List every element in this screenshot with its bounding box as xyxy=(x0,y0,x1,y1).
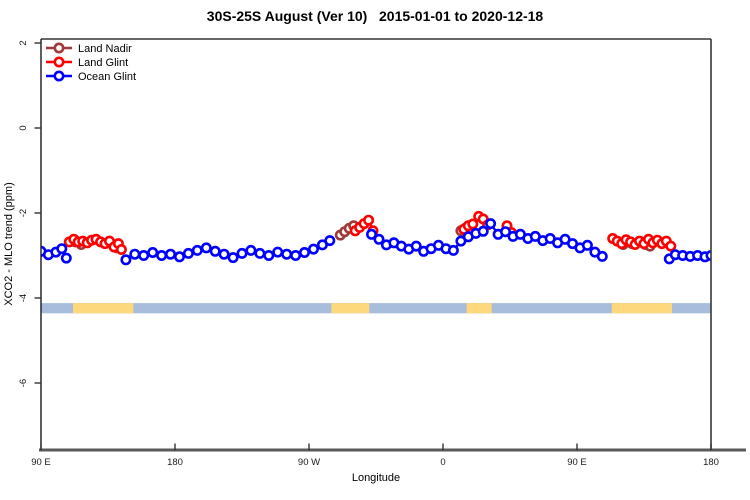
data-point xyxy=(147,247,159,259)
legend-label: Land Glint xyxy=(78,57,128,69)
land-band-segment xyxy=(73,303,134,314)
series-layer xyxy=(41,210,711,266)
x-axis-label: Longitude xyxy=(352,472,400,484)
data-point xyxy=(56,243,68,255)
legend-marker-icon xyxy=(53,70,65,82)
data-point xyxy=(174,251,186,263)
legend-label: Land Nadir xyxy=(78,43,132,55)
legend-item-land-glint: Land Glint xyxy=(46,56,128,69)
data-point xyxy=(115,244,127,256)
x-tick-label: 90 E xyxy=(567,457,587,468)
series-ocean-glint xyxy=(41,218,711,266)
x-tick-label: 90 E xyxy=(31,457,51,468)
data-point xyxy=(218,248,230,260)
data-point xyxy=(254,247,266,259)
data-point xyxy=(363,214,375,226)
y-axis-ticks: 2 0 -2 -4 -6 xyxy=(18,40,41,387)
data-point xyxy=(236,247,248,259)
data-point xyxy=(581,239,593,251)
x-tick-label: 90 W xyxy=(298,457,320,468)
data-point xyxy=(307,243,319,255)
chart-title: 30S-25S August (Ver 10) 2015-01-01 to 20… xyxy=(206,8,544,24)
data-point xyxy=(60,252,72,264)
data-point xyxy=(182,247,194,259)
legend-label: Ocean Glint xyxy=(78,71,136,83)
data-point xyxy=(272,246,284,258)
data-point xyxy=(447,244,459,256)
data-point xyxy=(410,240,422,252)
y-tick-label: -6 xyxy=(18,379,29,387)
legend: Land Nadir Land Glint Ocean Glint xyxy=(46,42,136,83)
data-point xyxy=(165,248,177,260)
land-band-segment xyxy=(466,303,492,314)
data-point xyxy=(156,250,168,262)
data-point xyxy=(191,244,203,256)
data-point xyxy=(281,248,293,260)
data-point xyxy=(596,250,608,262)
data-point xyxy=(138,250,150,262)
data-point xyxy=(209,245,221,257)
land-band-segment xyxy=(611,303,672,314)
y-tick-label: -2 xyxy=(18,209,29,217)
data-point xyxy=(499,226,511,238)
data-point xyxy=(477,225,489,237)
data-point xyxy=(200,242,212,254)
data-point xyxy=(324,235,336,247)
x-tick-label: 180 xyxy=(703,457,719,468)
data-point xyxy=(120,254,132,266)
legend-item-land-nadir: Land Nadir xyxy=(46,42,132,55)
land-band-segment xyxy=(331,303,370,314)
legend-marker-icon xyxy=(53,42,65,54)
data-point xyxy=(290,250,302,262)
data-point xyxy=(245,244,257,256)
data-point xyxy=(467,218,479,230)
y-tick-label: -4 xyxy=(18,294,29,302)
y-tick-label: 2 xyxy=(18,40,29,45)
data-point xyxy=(665,240,677,252)
x-axis-ticks: 90 E 180 90 W 0 90 E 180 xyxy=(31,443,719,468)
plot-box xyxy=(39,38,746,452)
y-axis-label: XCO2 - MLO trend (ppm) xyxy=(3,182,15,305)
data-point xyxy=(129,248,141,260)
data-point xyxy=(373,233,385,245)
data-point xyxy=(263,250,275,262)
data-point xyxy=(365,228,377,240)
x-tick-label: 0 xyxy=(440,457,445,468)
y-tick-label: 0 xyxy=(18,125,29,130)
data-point xyxy=(227,252,239,264)
data-point xyxy=(485,218,497,230)
ocean-band-segment xyxy=(41,303,711,314)
legend-item-ocean-glint: Ocean Glint xyxy=(46,70,136,83)
x-tick-label: 180 xyxy=(167,457,183,468)
surface-type-band xyxy=(41,303,711,314)
data-point xyxy=(298,247,310,259)
legend-marker-icon xyxy=(53,56,65,68)
